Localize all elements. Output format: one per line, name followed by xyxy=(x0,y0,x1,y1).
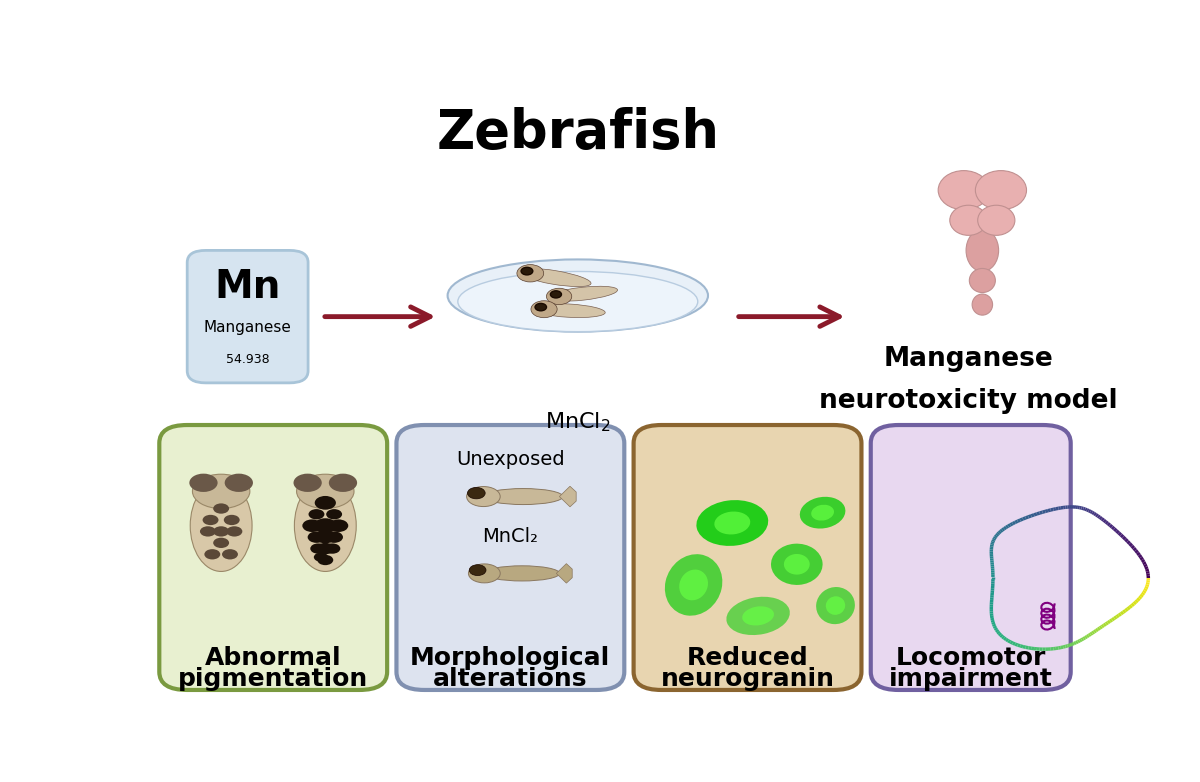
Circle shape xyxy=(314,496,336,510)
Circle shape xyxy=(551,291,562,298)
Circle shape xyxy=(469,565,486,576)
Ellipse shape xyxy=(976,170,1026,210)
FancyBboxPatch shape xyxy=(634,425,862,690)
Ellipse shape xyxy=(192,474,250,508)
Circle shape xyxy=(317,555,334,565)
Text: Reduced: Reduced xyxy=(686,646,809,670)
Ellipse shape xyxy=(726,597,790,635)
Circle shape xyxy=(546,289,571,305)
Circle shape xyxy=(222,549,238,559)
Circle shape xyxy=(190,474,217,492)
Circle shape xyxy=(203,515,218,526)
Circle shape xyxy=(307,532,325,543)
Circle shape xyxy=(317,543,334,554)
Text: Zebrafish: Zebrafish xyxy=(437,107,719,159)
Text: neurogranin: neurogranin xyxy=(660,667,834,691)
Circle shape xyxy=(521,267,533,275)
Ellipse shape xyxy=(950,205,986,235)
Ellipse shape xyxy=(799,497,846,529)
Circle shape xyxy=(224,474,253,492)
Ellipse shape xyxy=(485,566,559,581)
Ellipse shape xyxy=(784,554,810,575)
Text: impairment: impairment xyxy=(889,667,1052,691)
Circle shape xyxy=(311,543,326,554)
Ellipse shape xyxy=(296,474,354,508)
Text: alterations: alterations xyxy=(433,667,588,691)
Circle shape xyxy=(214,526,229,536)
Text: Locomotor: Locomotor xyxy=(895,646,1046,670)
Ellipse shape xyxy=(448,260,708,332)
Circle shape xyxy=(329,474,358,492)
Text: pigmentation: pigmentation xyxy=(178,667,368,691)
Ellipse shape xyxy=(665,554,722,615)
Ellipse shape xyxy=(811,504,834,521)
Ellipse shape xyxy=(484,489,563,504)
Ellipse shape xyxy=(696,500,768,546)
Ellipse shape xyxy=(938,170,989,210)
Ellipse shape xyxy=(679,569,708,601)
Circle shape xyxy=(329,519,348,532)
Ellipse shape xyxy=(826,597,845,615)
Text: Abnormal: Abnormal xyxy=(205,646,342,670)
Circle shape xyxy=(200,526,216,536)
Ellipse shape xyxy=(816,587,854,624)
Circle shape xyxy=(308,509,324,519)
Circle shape xyxy=(223,515,240,526)
Ellipse shape xyxy=(972,294,992,315)
Text: MnCl$_2$: MnCl$_2$ xyxy=(545,411,611,434)
Circle shape xyxy=(204,549,221,559)
Circle shape xyxy=(302,519,322,532)
Circle shape xyxy=(314,553,328,561)
Ellipse shape xyxy=(547,286,618,301)
FancyBboxPatch shape xyxy=(187,250,308,383)
Text: Morphological: Morphological xyxy=(410,646,611,670)
Circle shape xyxy=(227,526,242,536)
Ellipse shape xyxy=(743,606,774,626)
Ellipse shape xyxy=(978,205,1015,235)
FancyBboxPatch shape xyxy=(160,425,388,690)
Ellipse shape xyxy=(532,303,605,317)
Ellipse shape xyxy=(970,268,995,292)
Circle shape xyxy=(214,504,229,514)
Text: MnCl₂: MnCl₂ xyxy=(482,527,539,546)
Ellipse shape xyxy=(714,511,750,534)
Text: Manganese: Manganese xyxy=(204,320,292,335)
Text: Mn: Mn xyxy=(215,268,281,307)
Circle shape xyxy=(314,518,337,533)
Ellipse shape xyxy=(770,543,823,585)
Ellipse shape xyxy=(966,229,998,271)
Circle shape xyxy=(214,538,229,548)
Ellipse shape xyxy=(468,564,500,583)
Ellipse shape xyxy=(294,480,356,572)
Ellipse shape xyxy=(518,268,592,286)
Circle shape xyxy=(325,532,343,543)
Circle shape xyxy=(326,509,342,519)
Ellipse shape xyxy=(458,271,697,332)
Circle shape xyxy=(530,301,557,317)
Circle shape xyxy=(535,303,546,310)
FancyBboxPatch shape xyxy=(871,425,1070,690)
Text: neurotoxicity model: neurotoxicity model xyxy=(820,388,1117,414)
FancyBboxPatch shape xyxy=(396,425,624,690)
Circle shape xyxy=(517,264,544,282)
Circle shape xyxy=(316,531,335,543)
Text: 54.938: 54.938 xyxy=(226,353,270,365)
Polygon shape xyxy=(557,564,572,583)
Circle shape xyxy=(294,474,322,492)
Ellipse shape xyxy=(191,480,252,572)
Circle shape xyxy=(468,487,485,499)
Ellipse shape xyxy=(467,486,500,507)
Text: Manganese: Manganese xyxy=(883,346,1054,371)
Polygon shape xyxy=(559,486,576,507)
Text: Unexposed: Unexposed xyxy=(456,450,565,469)
Circle shape xyxy=(324,543,341,554)
